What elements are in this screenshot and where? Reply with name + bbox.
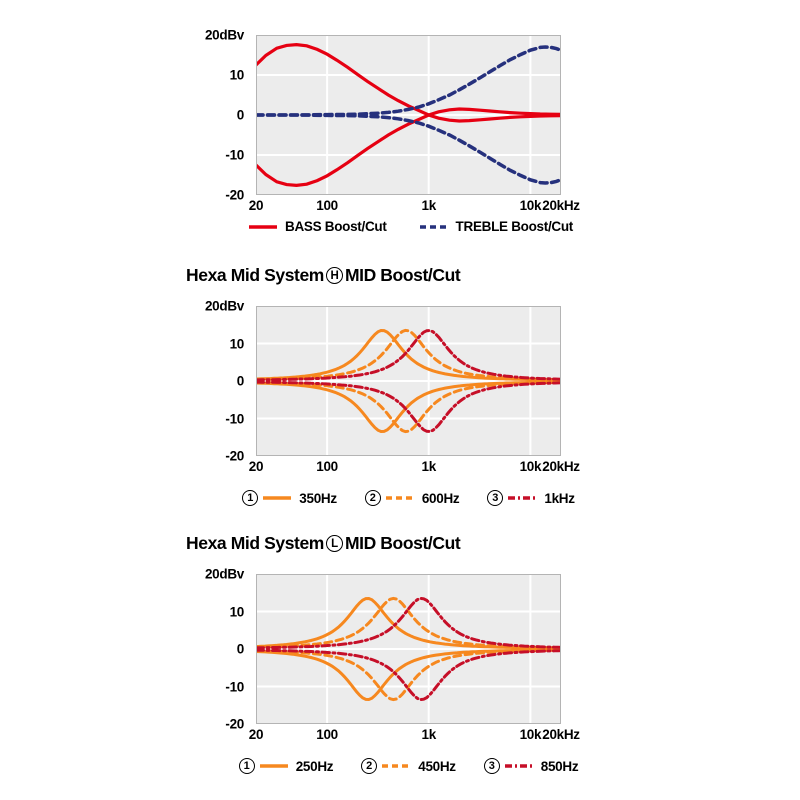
- curve-450hz-cut: [256, 648, 561, 702]
- curve-450hz: [256, 596, 561, 650]
- curve-850hz: [256, 596, 561, 650]
- x-tick-label: 100: [316, 727, 338, 742]
- tone-boost-cut-chart: 20dBv 10 0 -10 -20 20 100 1k 10k 20kHz BASS Boos…: [205, 28, 580, 235]
- x-tick-label: 1k: [421, 727, 437, 742]
- y-tick-label: 20dBv: [204, 566, 244, 582]
- legend-label: 850Hz: [540, 758, 579, 774]
- legend-circled-number: 1: [238, 758, 255, 774]
- x-tick-label: 1k: [421, 198, 437, 213]
- x-tick-label: 10k: [519, 727, 542, 742]
- y-tick-label: 0: [236, 107, 245, 123]
- legend-item: 2 450Hz: [361, 758, 456, 774]
- tone-chart-plot: [256, 35, 561, 195]
- legend-item: BASS Boost/Cut: [244, 219, 387, 234]
- y-tick-label: -20: [225, 448, 244, 464]
- legend-label: 1kHz: [544, 490, 575, 506]
- y-tick-label: 0: [236, 373, 245, 389]
- circled-letter-l: L: [325, 535, 343, 552]
- legend-line-swatch: [263, 496, 292, 500]
- legend-line-swatch: [508, 496, 537, 500]
- legend-item: 3 1kHz: [487, 490, 575, 506]
- tone-chart-legend: BASS Boost/Cut TREBLE Boost/Cut: [216, 219, 601, 234]
- x-tick-label: 100: [316, 459, 338, 474]
- legend-item: TREBLE Boost/Cut: [415, 219, 573, 234]
- legend-circled-number: 1: [242, 490, 259, 506]
- x-tick-label: 20kHz: [542, 459, 580, 474]
- curve-1khz: [256, 328, 561, 382]
- y-tick-label: -10: [225, 411, 244, 426]
- hexa-mid-h-title: Hexa Mid System H MID Boost/Cut: [186, 265, 461, 286]
- y-tick-label: 10: [229, 67, 245, 83]
- hexa-mid-l-chart: Hexa Mid System L MID Boost/Cut 20dBv 10 0 -1…: [186, 533, 580, 774]
- title-suffix: MID Boost/Cut: [344, 265, 461, 285]
- x-tick-label: 20: [248, 459, 264, 474]
- hexa-mid-l-legend: 1 250Hz 2 450Hz 3 850Hz: [216, 758, 601, 774]
- legend-label: TREBLE Boost/Cut: [455, 219, 574, 234]
- x-tick-label: 10k: [519, 459, 542, 474]
- legend-line-swatch: [504, 764, 533, 768]
- title-prefix: Hexa Mid System: [186, 265, 324, 285]
- legend-label: 450Hz: [418, 758, 456, 774]
- legend-circled-number: 3: [483, 758, 500, 774]
- legend-circled-number: 3: [487, 490, 504, 506]
- title-prefix: Hexa Mid System: [186, 533, 324, 553]
- x-tick-label: 20kHz: [542, 727, 580, 742]
- hexa-mid-h-chart: Hexa Mid System H MID Boost/Cut 20dBv 10 0 -1…: [186, 265, 580, 506]
- y-tick-label: -10: [225, 147, 244, 163]
- y-tick-label: -10: [225, 679, 244, 694]
- plot-frame: [256, 306, 561, 456]
- legend-line-swatch: [382, 764, 411, 768]
- x-tick-label: 20: [248, 727, 264, 742]
- legend-item: 3 850Hz: [483, 758, 579, 774]
- y-tick-label: 10: [229, 604, 245, 619]
- y-tick-label: -20: [225, 716, 244, 732]
- legend-line-swatch: [259, 764, 288, 768]
- y-tick-label: 0: [236, 641, 245, 657]
- circled-letter-h: H: [325, 267, 343, 284]
- legend-label: BASS Boost/Cut: [285, 219, 387, 234]
- legend-label: 250Hz: [295, 758, 334, 774]
- curve-bass-boost-cut-cut: [256, 107, 561, 188]
- tone-chart-y-axis: 20dBv 10 0 -10 -20: [188, 28, 250, 203]
- hexa-mid-l-title: Hexa Mid System L MID Boost/Cut: [186, 533, 461, 554]
- legend-item: 1 350Hz: [242, 490, 337, 506]
- hexa-mid-h-legend: 1 350Hz 2 600Hz 3 1kHz: [216, 490, 601, 506]
- x-tick-label: 1k: [421, 459, 437, 474]
- x-tick-label: 20kHz: [542, 198, 580, 213]
- x-tick-label: 10k: [519, 198, 542, 213]
- hexa-mid-h-plot: [256, 306, 561, 456]
- legend-circled-number: 2: [361, 758, 378, 774]
- y-tick-label: -20: [225, 187, 244, 203]
- y-tick-label: 10: [229, 336, 245, 351]
- x-tick-label: 20: [248, 198, 264, 213]
- legend-line-swatch: [385, 496, 414, 500]
- legend-label: 600Hz: [421, 490, 460, 506]
- curve-850hz-cut: [256, 648, 561, 702]
- x-tick-label: 100: [316, 198, 338, 213]
- curve-treble-boost-cut-cut: [256, 113, 561, 185]
- legend-label: 350Hz: [299, 490, 337, 506]
- curve-1khz-cut: [256, 380, 561, 434]
- curve-treble-boost-cut: [256, 45, 561, 117]
- legend-item: 1 250Hz: [238, 758, 334, 774]
- title-suffix: MID Boost/Cut: [344, 533, 461, 553]
- plot-frame: [256, 35, 561, 195]
- y-tick-label: 20dBv: [204, 27, 244, 43]
- hexa-mid-l-plot: [256, 574, 561, 724]
- legend-circled-number: 2: [364, 490, 381, 506]
- curve-bass-boost-cut: [256, 42, 561, 123]
- legend-item: 2 600Hz: [364, 490, 460, 506]
- legend-line-swatch: [249, 224, 277, 229]
- hexa-mid-h-y-axis: 20dBv 10 0 -10 -20: [188, 299, 250, 464]
- y-tick-label: 20dBv: [204, 298, 244, 314]
- plot-frame: [256, 574, 561, 724]
- hexa-mid-l-y-axis: 20dBv 10 0 -10 -20: [188, 567, 250, 732]
- legend-line-swatch: [419, 224, 448, 229]
